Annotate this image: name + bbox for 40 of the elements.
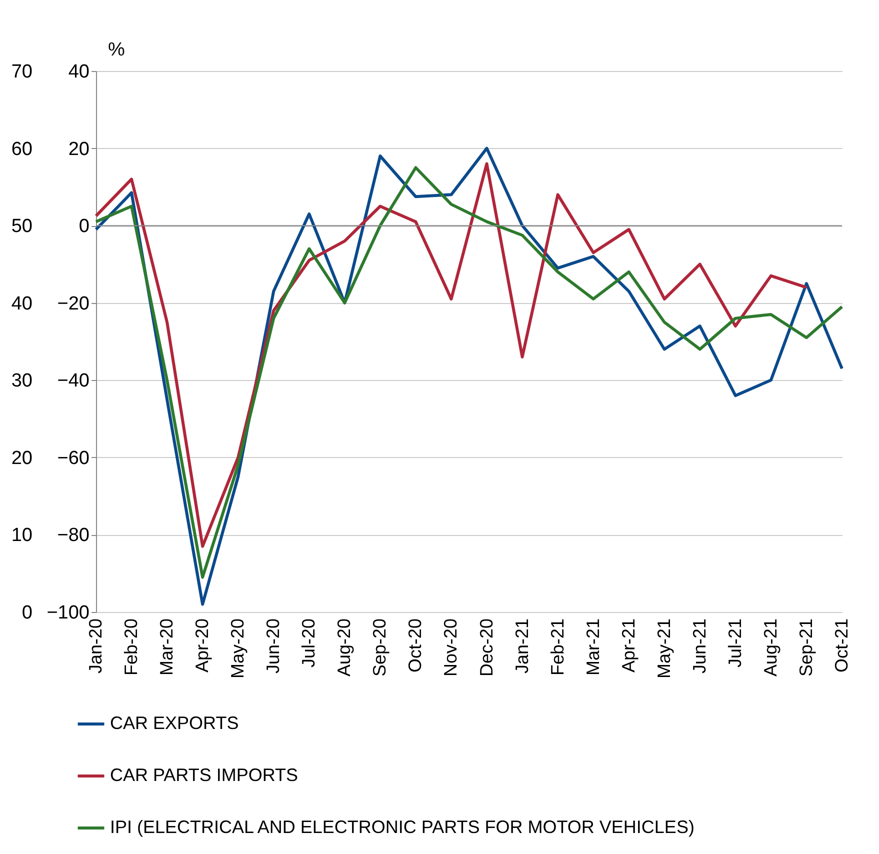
x-tick-label: Jul-21 <box>724 618 745 668</box>
x-tick-label: Aug-20 <box>334 618 354 677</box>
x-tick-label: May-20 <box>228 618 248 679</box>
y2-tick-label: 10 <box>11 525 32 546</box>
x-tick-label: Jul-20 <box>298 618 319 668</box>
x-tick-label: Feb-21 <box>547 618 568 676</box>
x-tick-label: Mar-20 <box>156 618 177 676</box>
y2-tick-label: 70 <box>11 62 32 82</box>
x-tick-label: Nov-20 <box>440 618 461 677</box>
y2-tick-label: 60 <box>11 138 32 160</box>
y-tick-label: −20 <box>57 293 90 314</box>
y2-tick-label: 0 <box>22 602 32 624</box>
y2-tick-label: 20 <box>11 448 32 469</box>
x-tick-label: Sep-21 <box>796 618 816 677</box>
y2-tick-label: 50 <box>11 216 32 238</box>
x-tick-label: Sep-20 <box>370 618 390 677</box>
y-tick-label: −40 <box>57 370 90 392</box>
x-tick-label: Jun-21 <box>689 618 710 674</box>
y-tick-label: 40 <box>68 62 90 82</box>
x-tick-label: Dec-20 <box>476 618 496 677</box>
x-tick-label: Apr-21 <box>618 618 638 673</box>
x-tick-label: Feb-20 <box>121 618 142 676</box>
x-tick-label: May-21 <box>654 618 674 679</box>
y2-tick-label: 30 <box>11 370 32 392</box>
legend-label: CAR PARTS IMPORTS <box>110 765 298 785</box>
y-tick-label: 20 <box>68 138 90 160</box>
x-tick-label: Jun-20 <box>263 618 284 674</box>
y-tick-label: −80 <box>57 525 90 546</box>
x-tick-label: Oct-21 <box>832 618 852 673</box>
x-tick-label: Mar-21 <box>582 618 603 676</box>
legend-label: IPI (ELECTRICAL AND ELECTRONIC PARTS FOR MOTOR VEHICLES) <box>110 817 694 837</box>
y-tick-label: 0 <box>78 216 90 238</box>
x-tick-label: Apr-20 <box>192 618 212 673</box>
x-tick-label: Aug-21 <box>760 618 780 677</box>
legend-label: CAR EXPORTS <box>110 713 239 733</box>
y-tick-label: −60 <box>57 448 90 469</box>
y2-tick-label: 40 <box>11 293 32 314</box>
y-axis-title: % <box>108 40 126 60</box>
x-tick-label: Oct-20 <box>405 618 426 673</box>
x-tick-label: Jan-21 <box>512 618 532 674</box>
